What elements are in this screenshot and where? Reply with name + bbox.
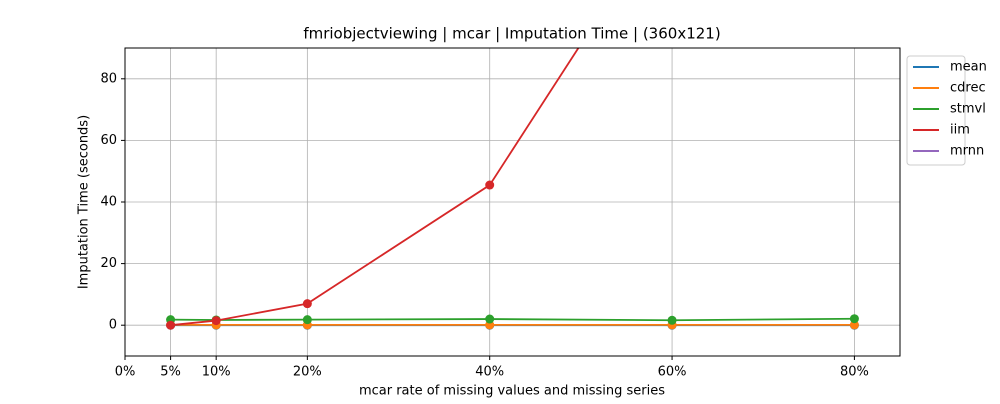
x-tick-label: 10% — [202, 365, 231, 380]
x-tick-label: 0% — [115, 365, 136, 380]
y-tick-label: 60 — [100, 133, 117, 148]
legend-label: stmvl — [950, 102, 986, 117]
point — [485, 180, 495, 190]
x-tick-label: 80% — [840, 365, 869, 380]
grid — [124, 48, 900, 356]
legend-label: iim — [950, 123, 970, 138]
y-axis-label: Imputation Time (seconds) — [77, 115, 92, 289]
legend: mean cdrec stmvl iim mrnn — [906, 55, 987, 166]
legend-box — [906, 55, 966, 166]
point — [302, 315, 312, 325]
y-tick-label: 0 — [109, 318, 117, 333]
x-tick-label: 60% — [658, 365, 687, 380]
chart-title: fmriobjectviewing | mcar | Imputation Ti… — [303, 25, 720, 43]
point — [849, 320, 859, 330]
legend-label: mean — [950, 60, 987, 75]
legend-label: cdrec — [950, 81, 986, 96]
legend-label: mrnn — [950, 144, 984, 159]
y-tick-label: 80 — [100, 71, 117, 86]
x-tick-label: 20% — [293, 365, 322, 380]
series-line — [170, 48, 580, 327]
x-tick-label: 5% — [160, 365, 181, 380]
point — [667, 315, 677, 325]
point — [211, 316, 221, 326]
point — [302, 299, 312, 309]
point — [849, 314, 859, 324]
point — [485, 314, 495, 324]
x-axis-label: mcar rate of missing values and missing … — [359, 384, 665, 399]
point — [166, 320, 176, 330]
series-line — [170, 317, 855, 322]
y-tick-label: 40 — [100, 195, 117, 210]
x-tick-label: 40% — [475, 365, 504, 380]
y-tick-label: 20 — [100, 256, 117, 271]
plot-area — [166, 48, 859, 330]
